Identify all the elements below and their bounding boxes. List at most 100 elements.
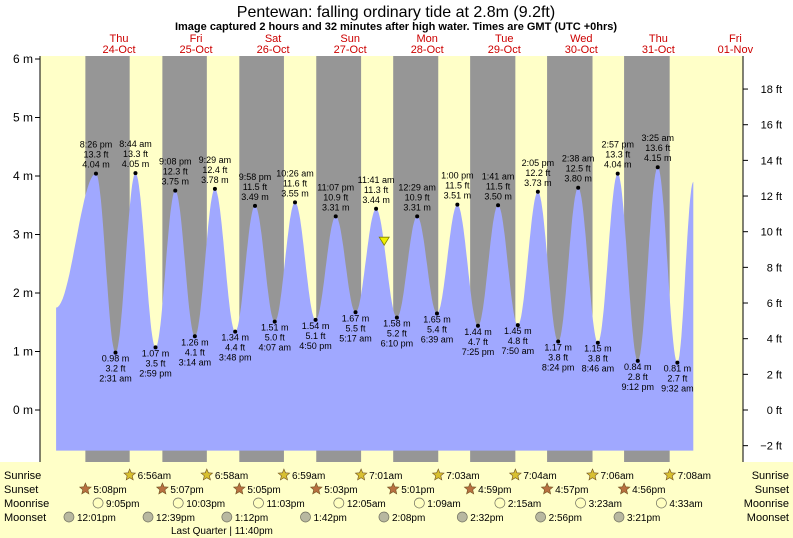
high-tide-label: 3.75 m <box>162 177 190 187</box>
moonrise-time: 9:05pm <box>106 499 139 510</box>
day-date: 24-Oct <box>102 44 135 56</box>
high-tide-dot <box>212 186 217 191</box>
moonrise-icon <box>575 497 586 509</box>
high-tide-label: 3.49 m <box>241 192 269 202</box>
low-tide-label: 1.58 m <box>383 319 411 329</box>
sunrise-time: 6:56am <box>138 471 171 482</box>
sunset-time: 5:05pm <box>247 485 280 496</box>
high-tide-dot <box>333 214 338 219</box>
high-tide-dot <box>455 202 460 207</box>
high-tide-label: 10.9 ft <box>323 192 349 202</box>
moonrise-icon <box>494 497 506 509</box>
left-axis-panel <box>0 56 40 462</box>
sunset-icon <box>309 482 323 495</box>
sunset-row-label-left: Sunset <box>4 484 38 496</box>
low-tide-label: 5.5 ft <box>346 323 367 333</box>
sunrise-time: 6:58am <box>215 471 248 482</box>
moonset-icon <box>142 511 154 523</box>
low-tide-dot <box>153 345 158 350</box>
high-tide-label: 11:07 pm <box>317 182 354 192</box>
sunrise-time: 6:59am <box>292 471 325 482</box>
low-tide-label: 1.51 m <box>261 323 289 333</box>
high-tide-label: 11.3 ft <box>364 185 389 195</box>
moonset-icon <box>535 511 546 523</box>
low-tide-label: 6:10 pm <box>381 339 414 349</box>
high-tide-label: 9:58 pm <box>239 172 272 182</box>
moonset-icon <box>221 511 233 523</box>
high-tide-label: 3.51 m <box>444 191 472 201</box>
day-of-week: Fri <box>190 33 203 45</box>
day-date: 31-Oct <box>642 44 675 56</box>
sunrise-time: 7:06am <box>601 471 634 482</box>
y-tick-label-right: 18 ft <box>761 84 782 96</box>
low-tide-label: 4:50 pm <box>299 341 332 351</box>
low-tide-label: 3.8 ft <box>548 353 569 363</box>
high-tide-label: 13.3 ft <box>83 150 109 160</box>
low-tide-label: 5.4 ft <box>427 324 448 334</box>
low-tide-label: 3:48 pm <box>219 353 252 363</box>
high-tide-dot <box>374 206 379 211</box>
high-tide-label: 4.04 m <box>604 160 632 170</box>
day-of-week: Sat <box>265 33 282 45</box>
y-tick-label-right: 4 ft <box>767 334 782 346</box>
moonset-time: 2:32pm <box>470 513 503 524</box>
tide-area-fill <box>56 167 694 451</box>
low-tide-dot <box>595 340 600 345</box>
moonrise-icon <box>92 497 104 509</box>
low-tide-label: 5.1 ft <box>306 331 327 341</box>
low-tide-label: 1.26 m <box>181 337 209 347</box>
high-tide-label: 12.4 ft <box>202 165 228 175</box>
high-tide-dot <box>496 203 501 208</box>
sunrise-icon <box>663 468 677 481</box>
high-tide-dot <box>415 214 420 219</box>
moonset-icon <box>456 511 468 523</box>
y-tick-label-right: −2 ft <box>760 441 782 453</box>
low-tide-label: 2:31 am <box>99 374 132 384</box>
chart-title: Pentewan: falling ordinary tide at 2.8m … <box>237 4 555 21</box>
sunset-icon <box>386 482 400 495</box>
y-tick-label-left: 0 m <box>13 403 33 417</box>
day-date: 25-Oct <box>180 44 213 56</box>
high-tide-dot <box>655 165 660 170</box>
y-tick-label-right: 6 ft <box>767 298 782 310</box>
low-tide-label: 3.8 ft <box>588 354 609 364</box>
low-tide-dot <box>113 350 118 355</box>
high-tide-label: 3.31 m <box>322 202 350 212</box>
day-date: 27-Oct <box>334 44 367 56</box>
moonrise-icon <box>413 497 425 509</box>
sunrise-icon <box>200 468 214 481</box>
day-of-week: Sun <box>340 33 360 45</box>
almanac-rows: Sunrise Sunrise 6:56am 6:58am 6:59am 7:01am 7:… <box>4 468 789 537</box>
low-tide-dot <box>313 317 318 322</box>
low-tide-label: 0.81 m <box>664 364 692 374</box>
low-tide-label: 3.2 ft <box>105 364 126 374</box>
moonset-time: 12:01pm <box>77 513 116 524</box>
moonset-icon <box>378 511 390 523</box>
sunrise-icon <box>123 468 137 481</box>
high-tide-dot <box>93 171 98 176</box>
low-tide-label: 4.4 ft <box>225 343 246 353</box>
moonrise-time: 1:09am <box>427 499 460 510</box>
high-tide-dot <box>173 188 178 193</box>
low-tide-label: 4.8 ft <box>508 336 529 346</box>
high-tide-label: 4.04 m <box>82 160 110 170</box>
high-tide-label: 1:41 am <box>482 171 515 181</box>
sunset-icon <box>540 482 554 495</box>
low-tide-dot <box>434 311 439 316</box>
low-tide-label: 1.45 m <box>504 326 532 336</box>
moonset-icon <box>613 511 625 523</box>
sunset-time: 5:03pm <box>324 485 357 496</box>
right-axis-panel <box>743 56 793 462</box>
low-tide-label: 3:14 am <box>179 357 212 367</box>
high-tide-dot <box>133 171 138 176</box>
chart-subtitle: Image captured 2 hours and 32 minutes af… <box>175 21 617 33</box>
high-tide-label: 3.31 m <box>403 202 431 212</box>
sunrise-time: 7:03am <box>446 471 479 482</box>
high-tide-label: 11.5 ft <box>486 181 511 191</box>
moon-phase-note: Last Quarter | 11:40pm <box>171 526 273 537</box>
low-tide-label: 1.07 m <box>142 348 170 358</box>
day-of-week: Mon <box>416 33 437 45</box>
